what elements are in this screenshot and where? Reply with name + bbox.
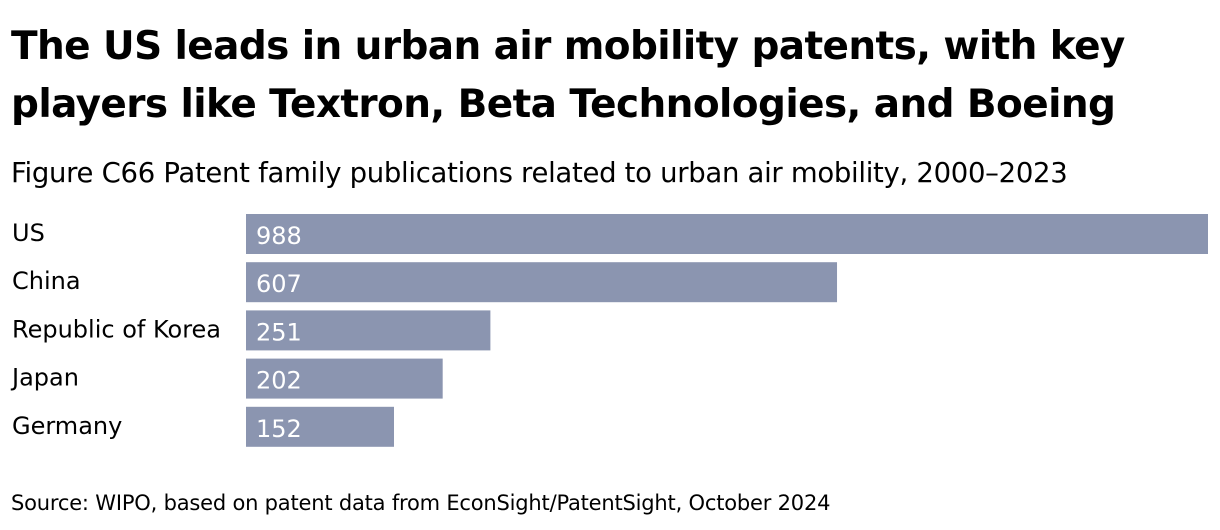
bar-value-label: 607 [256,270,302,298]
category-label: US [12,219,45,247]
bar-value-label: 152 [256,415,302,443]
bar-chart: US 988 China 607 Republic of Korea 251 Japan 20… [10,214,1208,447]
bar [246,214,1208,254]
bar-value-label: 988 [256,222,302,250]
chart-title: The US leads in urban air mobility paten… [11,24,1125,127]
category-label: China [12,267,81,295]
figure-subtitle: Figure C66 Patent family publications re… [11,157,1068,189]
bar-value-label: 251 [256,318,302,346]
category-label: Germany [12,412,122,440]
bar [246,358,443,399]
bar [246,406,394,447]
bar [246,262,838,303]
bar [246,310,491,351]
source-note: Source: WIPO, based on patent data from … [11,491,831,515]
category-label: Republic of Korea [12,315,221,343]
category-label: Japan [10,364,79,392]
bar-value-label: 202 [256,367,302,395]
